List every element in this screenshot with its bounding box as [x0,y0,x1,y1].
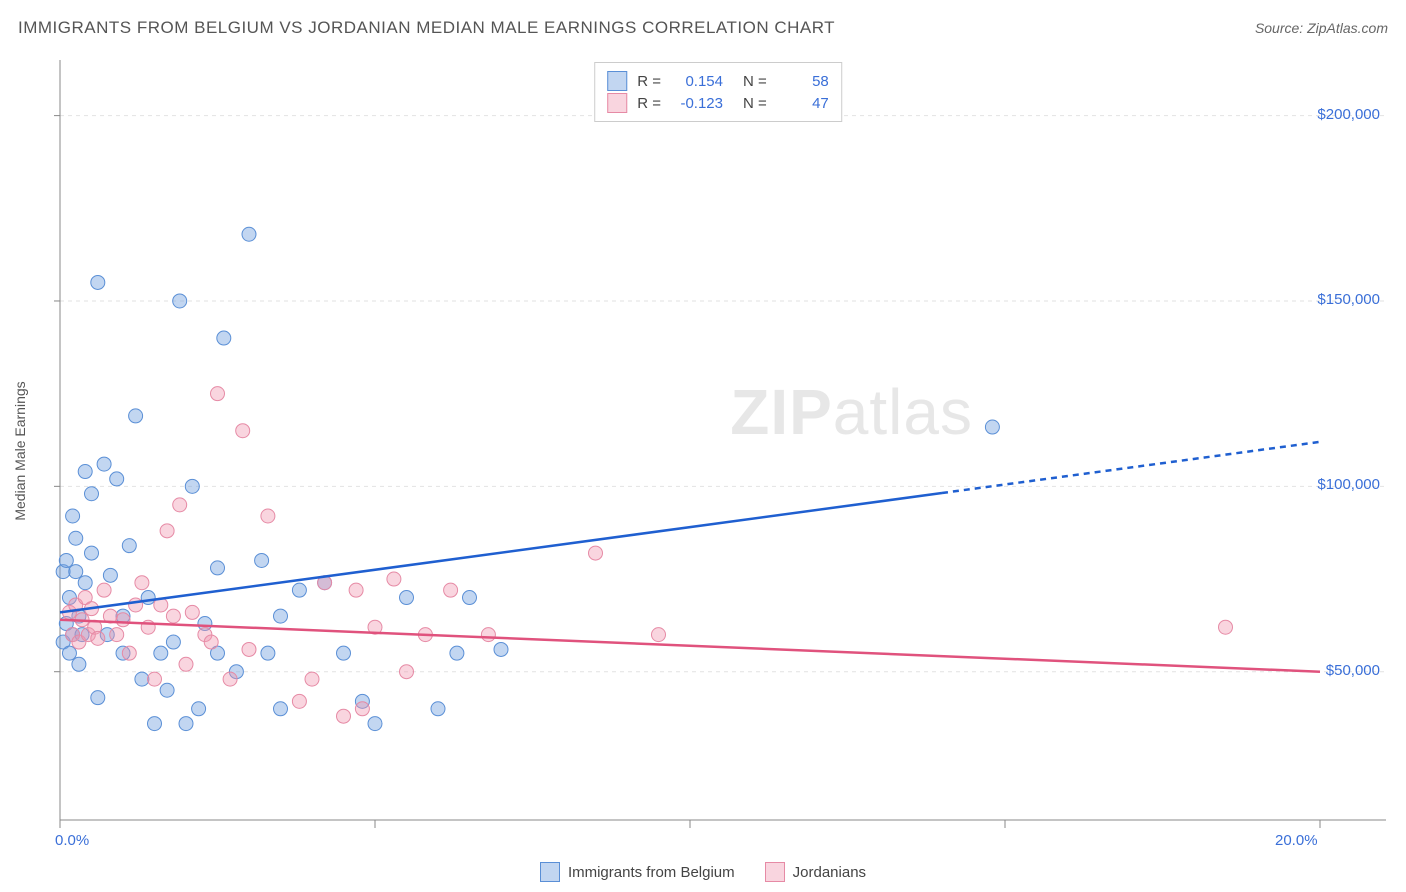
source-attribution: Source: ZipAtlas.com [1255,20,1388,36]
legend-swatch [765,862,785,882]
legend-swatch [607,71,627,91]
n-value: 47 [777,95,829,112]
legend-series-label: Jordanians [793,864,866,881]
y-axis-label: Median Male Earnings [12,381,28,520]
source-value: ZipAtlas.com [1307,20,1388,36]
legend-corr-row: R = 0.154 N = 58 [607,71,829,91]
legend-correlation-box: R = 0.154 N = 58 R = -0.123 N = 47 [594,62,842,122]
r-label: R = [637,73,661,90]
y-tick-label: $50,000 [1326,662,1380,679]
r-label: R = [637,95,661,112]
y-tick-label: $200,000 [1317,106,1380,123]
legend-series-item: Immigrants from Belgium [540,862,735,882]
x-tick-min: 0.0% [55,832,89,849]
legend-swatch [607,93,627,113]
n-label: N = [743,95,767,112]
n-value: 58 [777,73,829,90]
y-tick-label: $150,000 [1317,291,1380,308]
legend-series-item: Jordanians [765,862,866,882]
y-tick-label: $100,000 [1317,476,1380,493]
plot-area: Median Male Earnings ZIPatlas R =0.154N … [50,60,1386,842]
r-value: -0.123 [671,95,723,112]
legend-corr-row: R = -0.123 N = 47 [607,93,829,113]
x-tick-max: 20.0% [1275,832,1318,849]
source-label: Source: [1255,20,1307,36]
legend-swatch [540,862,560,882]
r-value: 0.154 [671,73,723,90]
legend-series: Immigrants from Belgium Jordanians [0,862,1406,882]
chart-title: IMMIGRANTS FROM BELGIUM VS JORDANIAN MED… [18,18,835,38]
chart-svg [50,60,1386,842]
n-label: N = [743,73,767,90]
title-bar: IMMIGRANTS FROM BELGIUM VS JORDANIAN MED… [18,18,1388,38]
legend-series-label: Immigrants from Belgium [568,864,735,881]
